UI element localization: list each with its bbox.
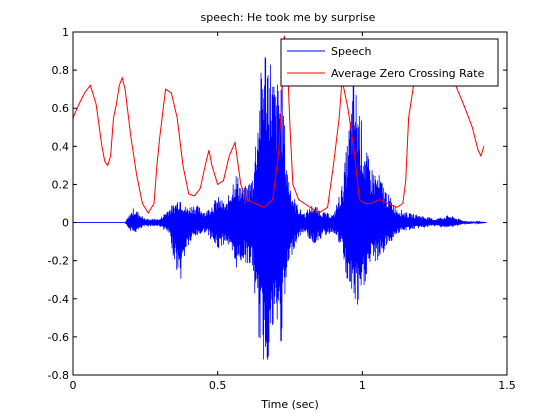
y-tick-label: -0.6 <box>48 331 69 344</box>
y-tick-label: 1 <box>62 26 69 39</box>
x-axis-label: Time (sec) <box>260 398 319 411</box>
series-layer <box>73 35 487 360</box>
x-tick-label: 1 <box>359 379 366 392</box>
y-tick-label: 0.2 <box>52 178 70 191</box>
y-tick-label: 0.8 <box>52 64 70 77</box>
x-tick-label: 0 <box>70 379 77 392</box>
plot-frame <box>72 31 508 376</box>
legend-label-speech: Speech <box>331 45 372 58</box>
y-tick-label: -0.4 <box>48 293 69 306</box>
y-tick-label: 0 <box>62 217 69 230</box>
zero-crossing-series-line <box>73 35 485 214</box>
legend-label-zero-crossing: Average Zero Crossing Rate <box>331 67 485 80</box>
x-tick-label: 0.5 <box>209 379 227 392</box>
y-tick-label: 0.4 <box>52 140 70 153</box>
legend-box <box>280 38 499 87</box>
speech-series-line <box>73 56 487 360</box>
legend: Speech Average Zero Crossing Rate <box>280 38 499 87</box>
x-tick-label: 1.5 <box>498 379 516 392</box>
axis-layer: 0 0.5 1 1.5 -0.8 -0.6 -0.4 -0.2 0 0.2 0.4 0.6 0.8 1 <box>48 26 516 392</box>
y-tick-label: -0.8 <box>48 369 69 382</box>
y-tick-label: 0.6 <box>52 102 70 115</box>
chart-title: speech: He took me by surprise <box>201 11 376 24</box>
y-tick-label: -0.2 <box>48 255 69 268</box>
